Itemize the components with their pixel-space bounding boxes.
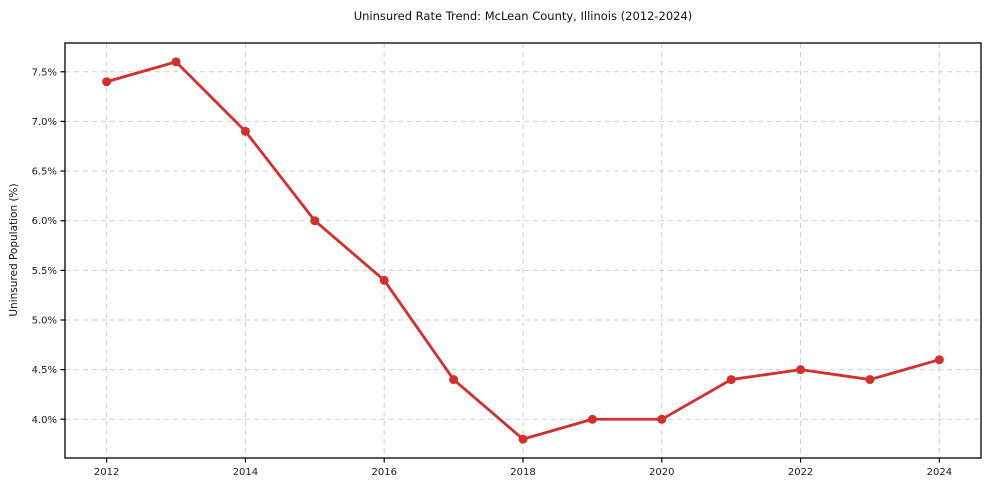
chart-title: Uninsured Rate Trend: McLean County, Ill… (353, 9, 693, 23)
data-point (934, 355, 944, 365)
y-tick-label: 5.0% (32, 315, 57, 326)
x-tick-label: 2018 (510, 467, 535, 478)
y-tick-label: 7.0% (32, 117, 57, 128)
y-tick-label: 7.5% (32, 67, 57, 78)
x-tick-label: 2022 (788, 467, 813, 478)
data-point (726, 375, 736, 385)
x-tick-label: 2024 (927, 467, 952, 478)
y-tick-label: 5.5% (32, 266, 57, 277)
y-tick-label: 6.0% (32, 216, 57, 227)
data-point (657, 414, 667, 424)
data-point (379, 275, 389, 285)
x-tick-label: 2016 (371, 467, 396, 478)
data-point (310, 216, 320, 226)
data-point (865, 375, 875, 385)
x-tick-label: 2020 (649, 467, 674, 478)
data-point (171, 57, 181, 67)
x-tick-label: 2014 (233, 467, 258, 478)
data-point (518, 434, 528, 444)
y-tick-label: 6.5% (32, 167, 57, 178)
data-point (449, 375, 459, 385)
data-point (240, 126, 250, 136)
data-point (796, 365, 806, 375)
x-tick-label: 2012 (94, 467, 119, 478)
y-tick-label: 4.5% (32, 365, 57, 376)
y-tick-label: 4.0% (32, 415, 57, 426)
data-point (587, 414, 597, 424)
data-point (102, 77, 112, 87)
